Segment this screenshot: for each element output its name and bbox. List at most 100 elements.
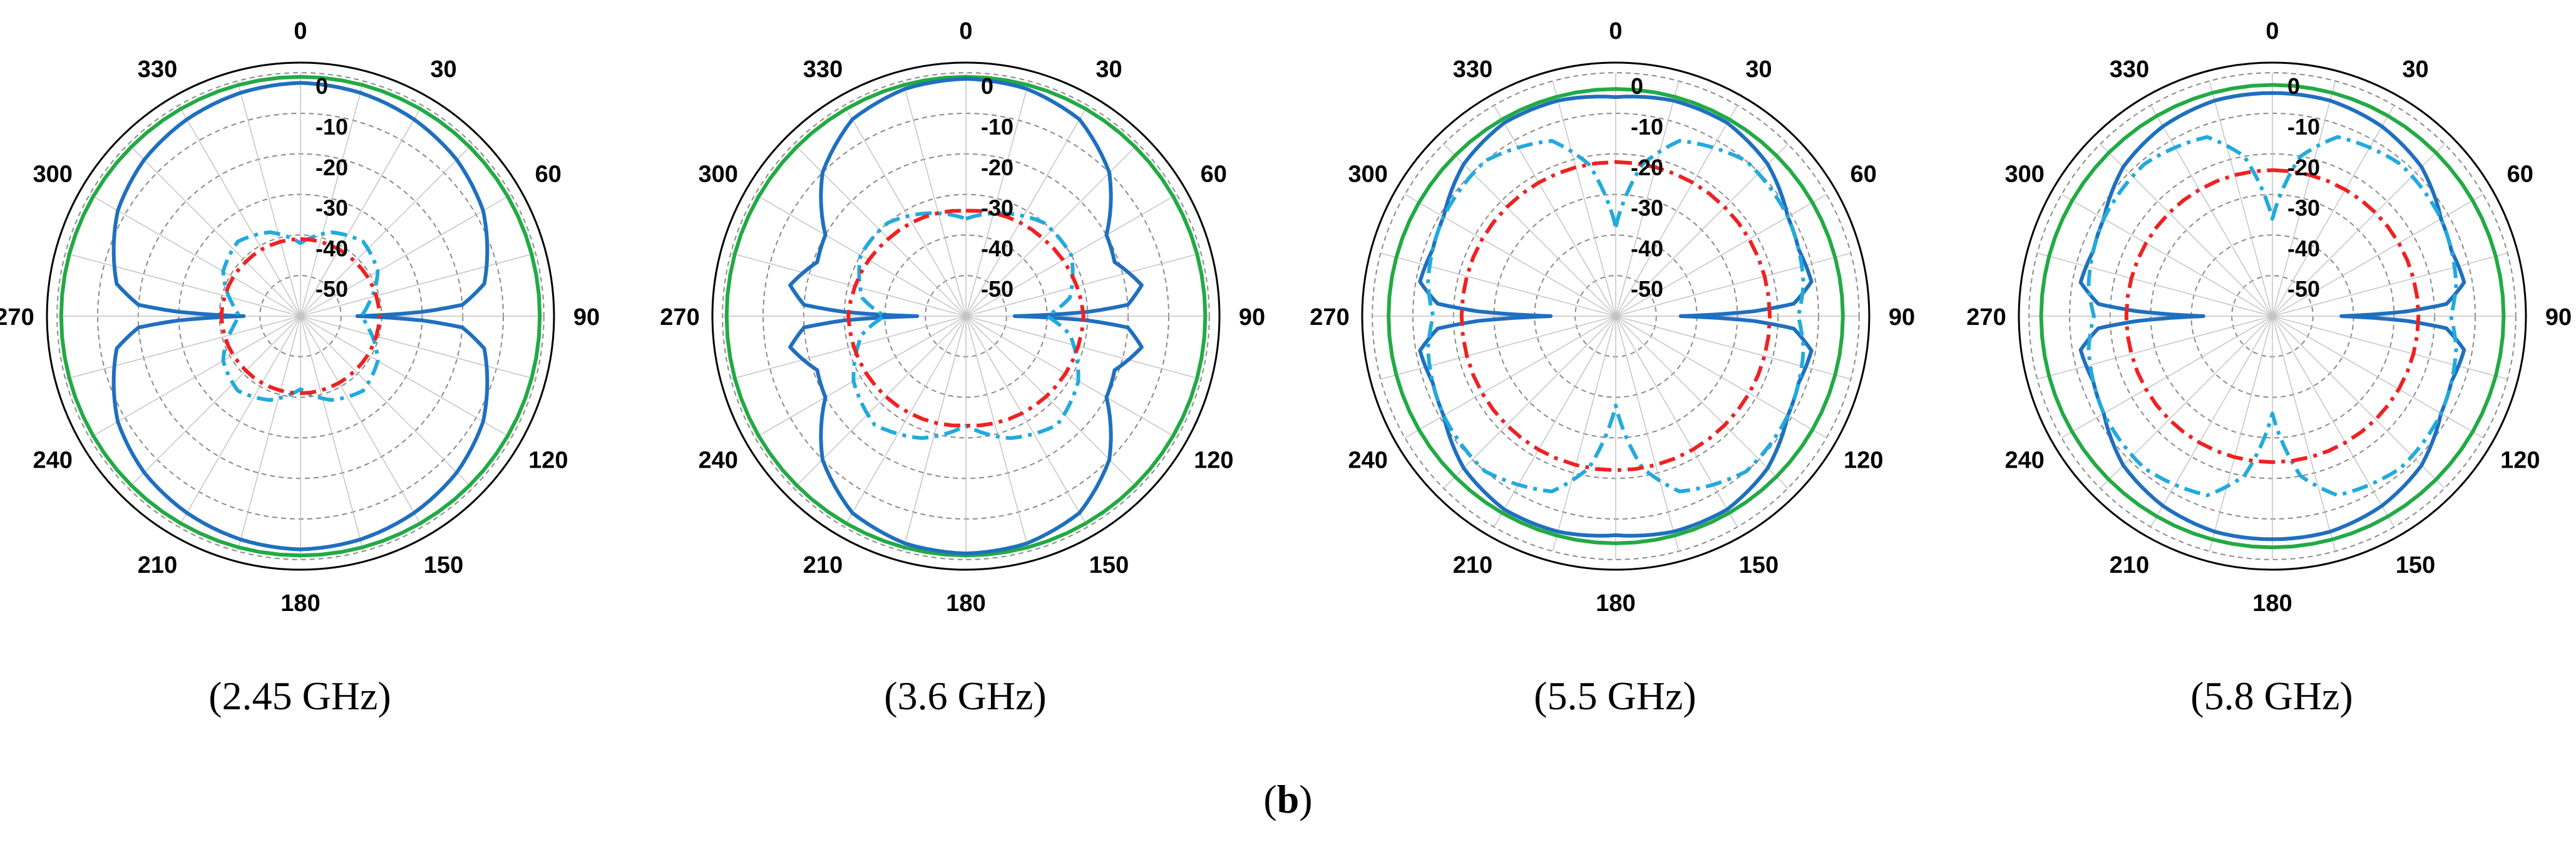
angle-label: 330: [803, 56, 843, 83]
grid-spoke: [2272, 316, 2395, 528]
grid-spoke: [128, 316, 301, 489]
grid-spoke: [2272, 81, 2336, 317]
panel-label-letter: b: [1276, 777, 1300, 821]
grid-spoke: [965, 316, 1139, 489]
r-tick-label: -10: [316, 114, 348, 140]
angle-label: 60: [1201, 162, 1227, 188]
r-tick-label: -50: [2287, 276, 2320, 302]
grid-spoke: [1615, 316, 1788, 489]
grid-spoke: [300, 316, 364, 552]
r-tick-label: -50: [1631, 276, 1663, 302]
series-solid-blue: [111, 81, 490, 552]
angle-label: 0: [959, 18, 972, 44]
grid-spoke: [902, 316, 967, 552]
grid-spoke: [2272, 105, 2395, 317]
angle-label: 180: [2252, 590, 2292, 617]
r-tick-label: -10: [2287, 114, 2320, 140]
angle-label: 30: [1745, 56, 1772, 83]
grid-spoke: [2150, 316, 2273, 528]
grid-spoke: [1615, 81, 1680, 317]
angle-label: 90: [1239, 304, 1265, 331]
angle-label: 300: [33, 162, 73, 188]
grid-spoke: [2272, 316, 2508, 380]
caption-1: (2.45 GHz): [208, 674, 391, 718]
grid-spoke: [965, 316, 1201, 380]
grid-spoke: [65, 316, 301, 380]
grid-spoke: [731, 252, 967, 317]
grid-spoke: [1615, 316, 1680, 552]
grid-spoke: [300, 316, 473, 489]
series-solid-blue: [788, 76, 1144, 556]
series-solid-green: [1387, 87, 1845, 545]
series-solid-green: [2039, 83, 2506, 550]
grid-spoke: [65, 252, 301, 317]
angle-label: 240: [1348, 448, 1388, 474]
r-tick-label: -40: [981, 235, 1013, 261]
angle-label: 120: [2500, 448, 2540, 474]
angle-label: 330: [2110, 56, 2149, 83]
outer-circle: [711, 61, 1221, 571]
r-tick-label: -50: [316, 276, 348, 302]
angle-label: 0: [2266, 18, 2279, 44]
grid-spoke: [2209, 316, 2273, 552]
outer-circle: [46, 61, 555, 571]
grid-spoke: [2209, 81, 2273, 317]
polar-plots: 0 -10 -20 -30 -40 -50 0 30 60 90 120 150 180 210 240 27…: [0, 18, 2572, 617]
r-tick-label: -20: [981, 155, 1013, 180]
angle-label: 60: [2507, 162, 2533, 188]
r-tick-label: -40: [2287, 235, 2320, 261]
angle-label: 90: [1889, 304, 1915, 331]
angle-label: 210: [1453, 552, 1492, 578]
polar-chart-3: 0 -10 -20 -30 -40 -50 0 30 60 90 120 150 180 210 240 27…: [1310, 18, 1915, 617]
grid-spoke: [2272, 193, 2484, 317]
r-tick-label: -50: [981, 276, 1013, 302]
r-tick-label: -30: [2287, 195, 2320, 221]
angle-label: 150: [424, 552, 463, 578]
r-tick-label: -10: [1631, 114, 1663, 140]
grid-spoke: [2272, 143, 2445, 317]
outer-circle: [2018, 61, 2527, 571]
panel-label-close: ): [1299, 777, 1313, 821]
grid-spoke: [89, 316, 301, 439]
grid-spoke: [1615, 252, 1851, 317]
angle-label: 60: [535, 162, 562, 188]
angle-label: 210: [803, 552, 843, 578]
angle-label: 210: [2110, 552, 2149, 578]
r-tick-label: -30: [1631, 195, 1663, 221]
r-tick-label: 0: [316, 73, 328, 99]
grid-spoke: [731, 316, 967, 380]
grid-spoke: [965, 252, 1201, 317]
r-tick-label: -20: [2287, 155, 2320, 180]
grid-spoke: [965, 316, 1089, 528]
grid-spoke: [178, 105, 301, 317]
r-tick-label: -30: [316, 195, 348, 221]
grid-spoke: [300, 143, 473, 317]
grid-spoke: [2272, 316, 2484, 439]
r-tick-label: -20: [1631, 155, 1663, 180]
series-dashdot-cyan: [2086, 135, 2458, 498]
grid-spoke: [237, 81, 301, 317]
angle-label: 270: [660, 304, 699, 331]
caption-4: (5.8 GHz): [2190, 674, 2353, 718]
grid-spoke: [1380, 316, 1616, 380]
grid-spoke: [2100, 143, 2273, 317]
angle-label: 90: [573, 304, 600, 331]
angle-label: 0: [1609, 18, 1622, 44]
grid-spoke: [178, 316, 301, 528]
angle-label: 240: [2005, 448, 2045, 474]
angle-label: 150: [1739, 552, 1778, 578]
grid-spoke: [843, 316, 967, 528]
angle-label: 300: [1348, 162, 1388, 188]
angle-label: 30: [2402, 56, 2428, 83]
series-dashdot-cyan: [1426, 138, 1805, 494]
panel-label: (b): [0, 776, 2576, 823]
grid-spoke: [2037, 316, 2273, 380]
grid-spoke: [965, 81, 1030, 317]
r-tick-label: -30: [981, 195, 1013, 221]
angle-label: 120: [1844, 448, 1883, 474]
grid-spoke: [1380, 252, 1616, 317]
angle-label: 180: [946, 590, 985, 617]
grid-spoke: [965, 316, 1030, 552]
angle-label: 270: [0, 304, 34, 331]
grid-spoke: [89, 193, 301, 317]
